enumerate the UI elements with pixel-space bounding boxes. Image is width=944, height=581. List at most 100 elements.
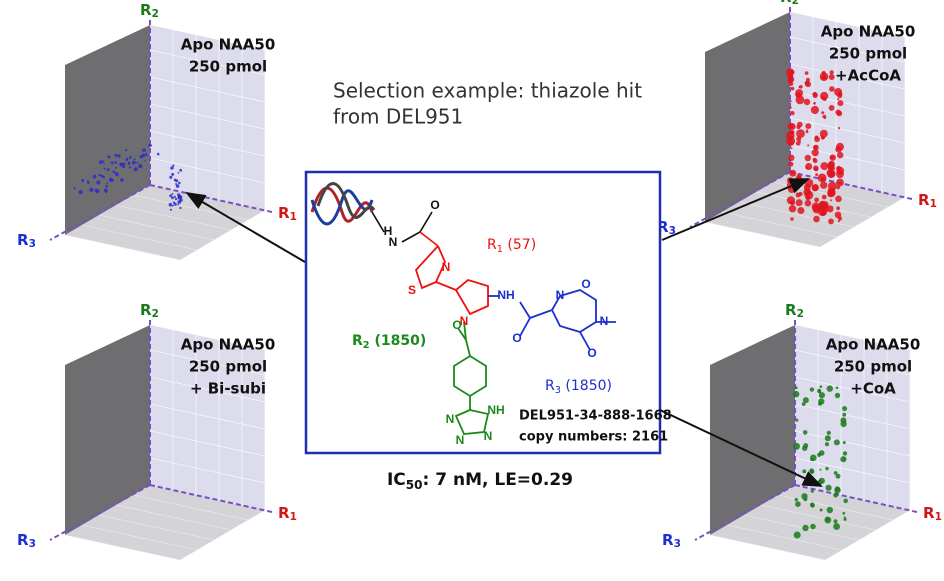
scatter-dot [820,162,828,170]
atom-label: N [600,314,609,328]
scatter-dot [835,146,841,152]
scatter-dot [789,205,796,212]
scatter-dot [835,110,841,116]
scatter-dot [142,148,146,152]
sub-label: R1 [923,504,942,524]
scatter-dot [789,170,796,177]
scatter-dot [836,167,844,175]
scatter-dot [820,509,823,512]
scatter-dot [169,203,173,207]
scatter-dot [790,111,794,115]
scatter-dot [803,430,808,435]
scatter-dot [793,443,800,450]
label-sub: 2 [797,308,804,320]
scatter-dot [813,158,817,162]
scatter-dot [813,93,818,98]
scatter-dot [838,127,840,129]
scatter-dot [835,212,842,219]
scatter-dot [842,406,847,411]
panel-label: Apo NAA50 [181,36,276,54]
label-sub: 3 [674,538,681,550]
scatter-dot [818,174,827,183]
scatter-dot [825,442,829,446]
scatter-dot [179,169,182,172]
label-sub: 1 [290,211,297,223]
atom-label: O [587,346,596,360]
scatter-dot [811,106,819,114]
scatter-dot [823,97,827,101]
scatter-dot [799,141,801,143]
scatter-dot [802,402,806,406]
scatter-dot [835,486,840,491]
scatter-dot [827,507,833,513]
scatter-dot [172,205,174,207]
label-letter: R [545,378,555,394]
label-letter: R [17,231,29,249]
scatter-dot [99,160,103,164]
sub-label: R3 [17,231,36,251]
label-rest: (1850) [370,333,427,349]
scatter-dot [150,144,152,146]
scatter-dot [797,122,803,128]
scatter-dot [103,163,105,165]
sub-label: R1 [278,504,297,524]
scatter-dot [134,167,138,171]
panel-label: 250 pmol [834,358,912,376]
scatter-dot [836,206,840,210]
scatter-dot [804,99,810,105]
panel-label: Apo NAA50 [826,336,921,354]
label-letter: R [785,301,797,319]
scatter-dot [105,191,107,193]
scatter-dot [812,185,819,192]
scatter-dot [814,168,818,172]
label-sub: 2 [152,308,159,320]
panel-label: 250 pmol [189,358,267,376]
scatter-dot [795,419,798,422]
atom-label: N [446,412,455,426]
scatter-dot [95,189,98,192]
scatter-dot [145,153,148,156]
scatter-dot [806,129,808,131]
scatter-dot [815,173,818,176]
scatter-dot [827,385,833,391]
scatter-dot [826,485,832,491]
scatter-dot [810,387,814,391]
scatter-dot [820,130,828,138]
scatter-dot [120,163,123,166]
atom-label: O [581,277,590,291]
ic50-sub: 50 [406,478,423,492]
scatter-dot [810,455,817,462]
scatter-dot [814,198,819,203]
scatter-dot [115,167,117,169]
scatter-dot [795,501,801,507]
scatter-dot [833,523,840,530]
scatter-dot [836,179,844,187]
atom-label: N [484,429,493,443]
ic50-base: IC [387,470,406,490]
scatter-dot [822,195,827,200]
sub-label: R1 [918,191,937,211]
atom-label: O [430,198,439,212]
scatter-dot [817,389,821,393]
sub-label: R1 [278,204,297,224]
scatter-dot [169,176,172,179]
label-sub: 3 [29,238,36,250]
scatter-dot [123,162,126,165]
scatter-dot [109,178,113,182]
scatter-dot [114,154,117,157]
scatter-dot [802,469,806,473]
scatter-dot [107,155,110,158]
atom-label: S [408,283,416,297]
scatter-dot [789,82,793,86]
panel-label: + Bi-subi [190,380,266,398]
sub-label: R3 [662,531,681,551]
sub-label: R3 [17,531,36,551]
scatter-dot [834,471,838,475]
scatter-dot [843,451,847,455]
scatter-dot [837,152,843,158]
scatter-dot [819,202,826,209]
sub-label: R1 (57) [487,237,536,255]
title-line: Selection example: thiazole hit [333,79,642,103]
scatter-dot [790,147,792,149]
